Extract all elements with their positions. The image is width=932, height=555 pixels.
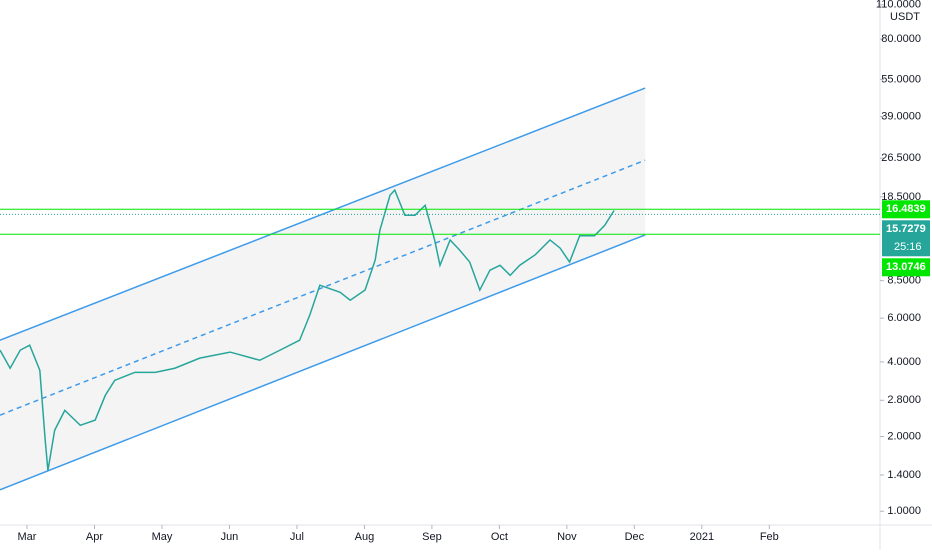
y-tick-label: 39.0000 (881, 110, 921, 122)
trend-line (0, 234, 646, 491)
x-tick-label: May (152, 531, 173, 543)
y-tick-label: 2.0000 (887, 430, 921, 442)
x-tick-label: Nov (557, 531, 577, 543)
y-tick-label: 8.5000 (887, 275, 921, 287)
price-badge (882, 220, 930, 257)
y-tick-label: 110.0000 (876, 0, 921, 11)
price-badge-label: 15.7279 (886, 223, 926, 235)
y-tick-label: 1.4000 (887, 469, 921, 481)
y-tick-label: 26.5000 (881, 152, 921, 164)
price-badge (882, 200, 930, 219)
countdown: 25:16 (894, 241, 922, 253)
channel-fill (0, 88, 646, 490)
x-tick-label: Feb (760, 531, 779, 543)
x-tick-label: Aug (355, 531, 375, 543)
trend-line (0, 159, 646, 416)
price-line (0, 188, 615, 471)
x-tick-label: Oct (491, 531, 508, 543)
x-tick-label: Jul (290, 531, 304, 543)
price-badge-label: 13.0746 (886, 261, 926, 273)
trend-line (0, 87, 646, 341)
y-tick-label: 6.0000 (887, 312, 921, 324)
price-badge-label: 16.4839 (886, 203, 926, 215)
x-tick-label: Sep (422, 531, 442, 543)
x-tick-label: Dec (625, 531, 645, 543)
y-tick-label: 18.5000 (881, 191, 921, 203)
x-tick-label: 2021 (690, 531, 714, 543)
x-tick-label: Apr (86, 531, 103, 543)
price-badge (882, 258, 930, 277)
x-tick-label: Jun (221, 531, 239, 543)
y-tick-label: 1.0000 (887, 505, 921, 517)
y-tick-label: 80.0000 (881, 33, 921, 45)
x-tick-label: Mar (18, 531, 37, 543)
y-tick-label: 4.0000 (887, 356, 921, 368)
y-tick-label: 55.0000 (881, 73, 921, 85)
y-tick-label: 2.8000 (887, 394, 921, 406)
unit-label: USDT (890, 11, 920, 23)
